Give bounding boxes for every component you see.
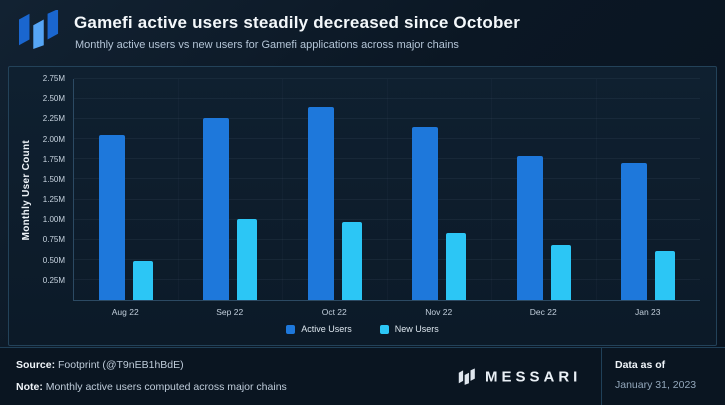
bar-group	[388, 79, 492, 300]
y-tick-label: 1.50M	[42, 174, 65, 184]
chart-panel: Monthly User Count 0.25M 0.50M 0.75M 1.00M 1…	[8, 66, 717, 346]
source-label: Source:	[16, 359, 56, 371]
gridline	[74, 198, 700, 200]
bar-new-users	[446, 232, 467, 300]
note-line: Note: Monthly active users computed acro…	[16, 381, 287, 393]
messari-logo-icon	[16, 9, 62, 55]
bar-active-users	[98, 135, 125, 300]
bar-group	[179, 79, 283, 300]
gridline	[74, 158, 700, 160]
y-tick-label: 0.75M	[42, 235, 65, 245]
y-tick-label: 2.50M	[42, 94, 65, 104]
y-tick-label: 1.75M	[42, 154, 65, 164]
y-tick-label: 0.50M	[42, 255, 65, 265]
gridline	[74, 258, 700, 260]
brand-name: MESSARI	[485, 368, 582, 385]
page-subtitle: Monthly active users vs new users for Ga…	[75, 39, 459, 51]
x-tick-label: Oct 22	[321, 307, 347, 317]
bar-active-users	[203, 117, 230, 300]
gridline	[74, 98, 700, 100]
bar-new-users	[237, 218, 258, 300]
bar-active-users	[516, 156, 543, 300]
legend-swatch	[379, 324, 389, 334]
legend-label: New Users	[394, 324, 439, 334]
bar-active-users	[412, 127, 439, 300]
y-tick-label: 2.75M	[42, 74, 65, 83]
footer-divider	[601, 348, 602, 405]
y-axis-ticks: 0.25M 0.50M 0.75M 1.00M 1.25M 1.50M 1.75M 2.00M…	[35, 75, 67, 301]
gridline	[74, 278, 700, 280]
x-tick-label: Dec 22	[529, 307, 557, 317]
y-tick-label: 1.00M	[42, 215, 65, 225]
bar-group	[597, 79, 701, 300]
page-title: Gamefi active users steadily decreased s…	[74, 13, 521, 32]
bar-new-users	[550, 244, 571, 300]
legend: Active Users New Users	[9, 324, 716, 334]
bar-new-users	[132, 261, 153, 300]
y-tick-label: 0.25M	[42, 275, 65, 285]
gridline	[74, 178, 700, 180]
y-axis-title: Monthly User Count	[21, 139, 32, 241]
data-as-of-value: January 31, 2023	[615, 379, 697, 391]
gridline	[74, 238, 700, 240]
source-text: Footprint (@T9nEB1hBdE)	[55, 359, 184, 371]
note-label: Note:	[16, 381, 43, 393]
y-tick-label: 2.25M	[42, 114, 65, 124]
gridline	[74, 78, 700, 79]
messari-logo-icon	[458, 368, 475, 385]
messari-wordmark: MESSARI	[458, 368, 581, 385]
gridline	[74, 138, 700, 140]
x-tick-label: Nov 22	[425, 307, 453, 317]
bar-groups	[74, 79, 700, 300]
bar-active-users	[307, 107, 334, 300]
legend-item: New Users	[379, 324, 439, 334]
legend-label: Active Users	[301, 324, 352, 334]
legend-swatch	[286, 324, 296, 334]
bar-new-users	[655, 250, 676, 300]
note-text: Monthly active users computed across maj…	[42, 381, 287, 393]
data-as-of-label: Data as of	[615, 359, 666, 371]
plot-area	[73, 78, 700, 301]
source-line: Source: Footprint (@T9nEB1hBdE)	[16, 359, 184, 371]
y-tick-label: 2.00M	[42, 134, 65, 144]
y-tick-label: 1.25M	[42, 195, 65, 205]
x-tick-label: Aug 22	[111, 307, 139, 317]
x-axis-labels: Aug 22 Sep 22 Oct 22 Nov 22 Dec 22 Jan 23	[73, 307, 700, 317]
bar-group	[74, 79, 179, 300]
x-tick-label: Jan 23	[634, 307, 661, 317]
legend-item: Active Users	[286, 324, 352, 334]
gridline	[74, 218, 700, 220]
bar-new-users	[341, 222, 362, 300]
gridline	[74, 118, 700, 120]
footer: Source: Footprint (@T9nEB1hBdE) Note: Mo…	[0, 347, 725, 405]
bar-group	[283, 79, 388, 300]
bar-group	[492, 79, 597, 300]
bar-active-users	[621, 162, 648, 300]
x-tick-label: Sep 22	[216, 307, 244, 317]
